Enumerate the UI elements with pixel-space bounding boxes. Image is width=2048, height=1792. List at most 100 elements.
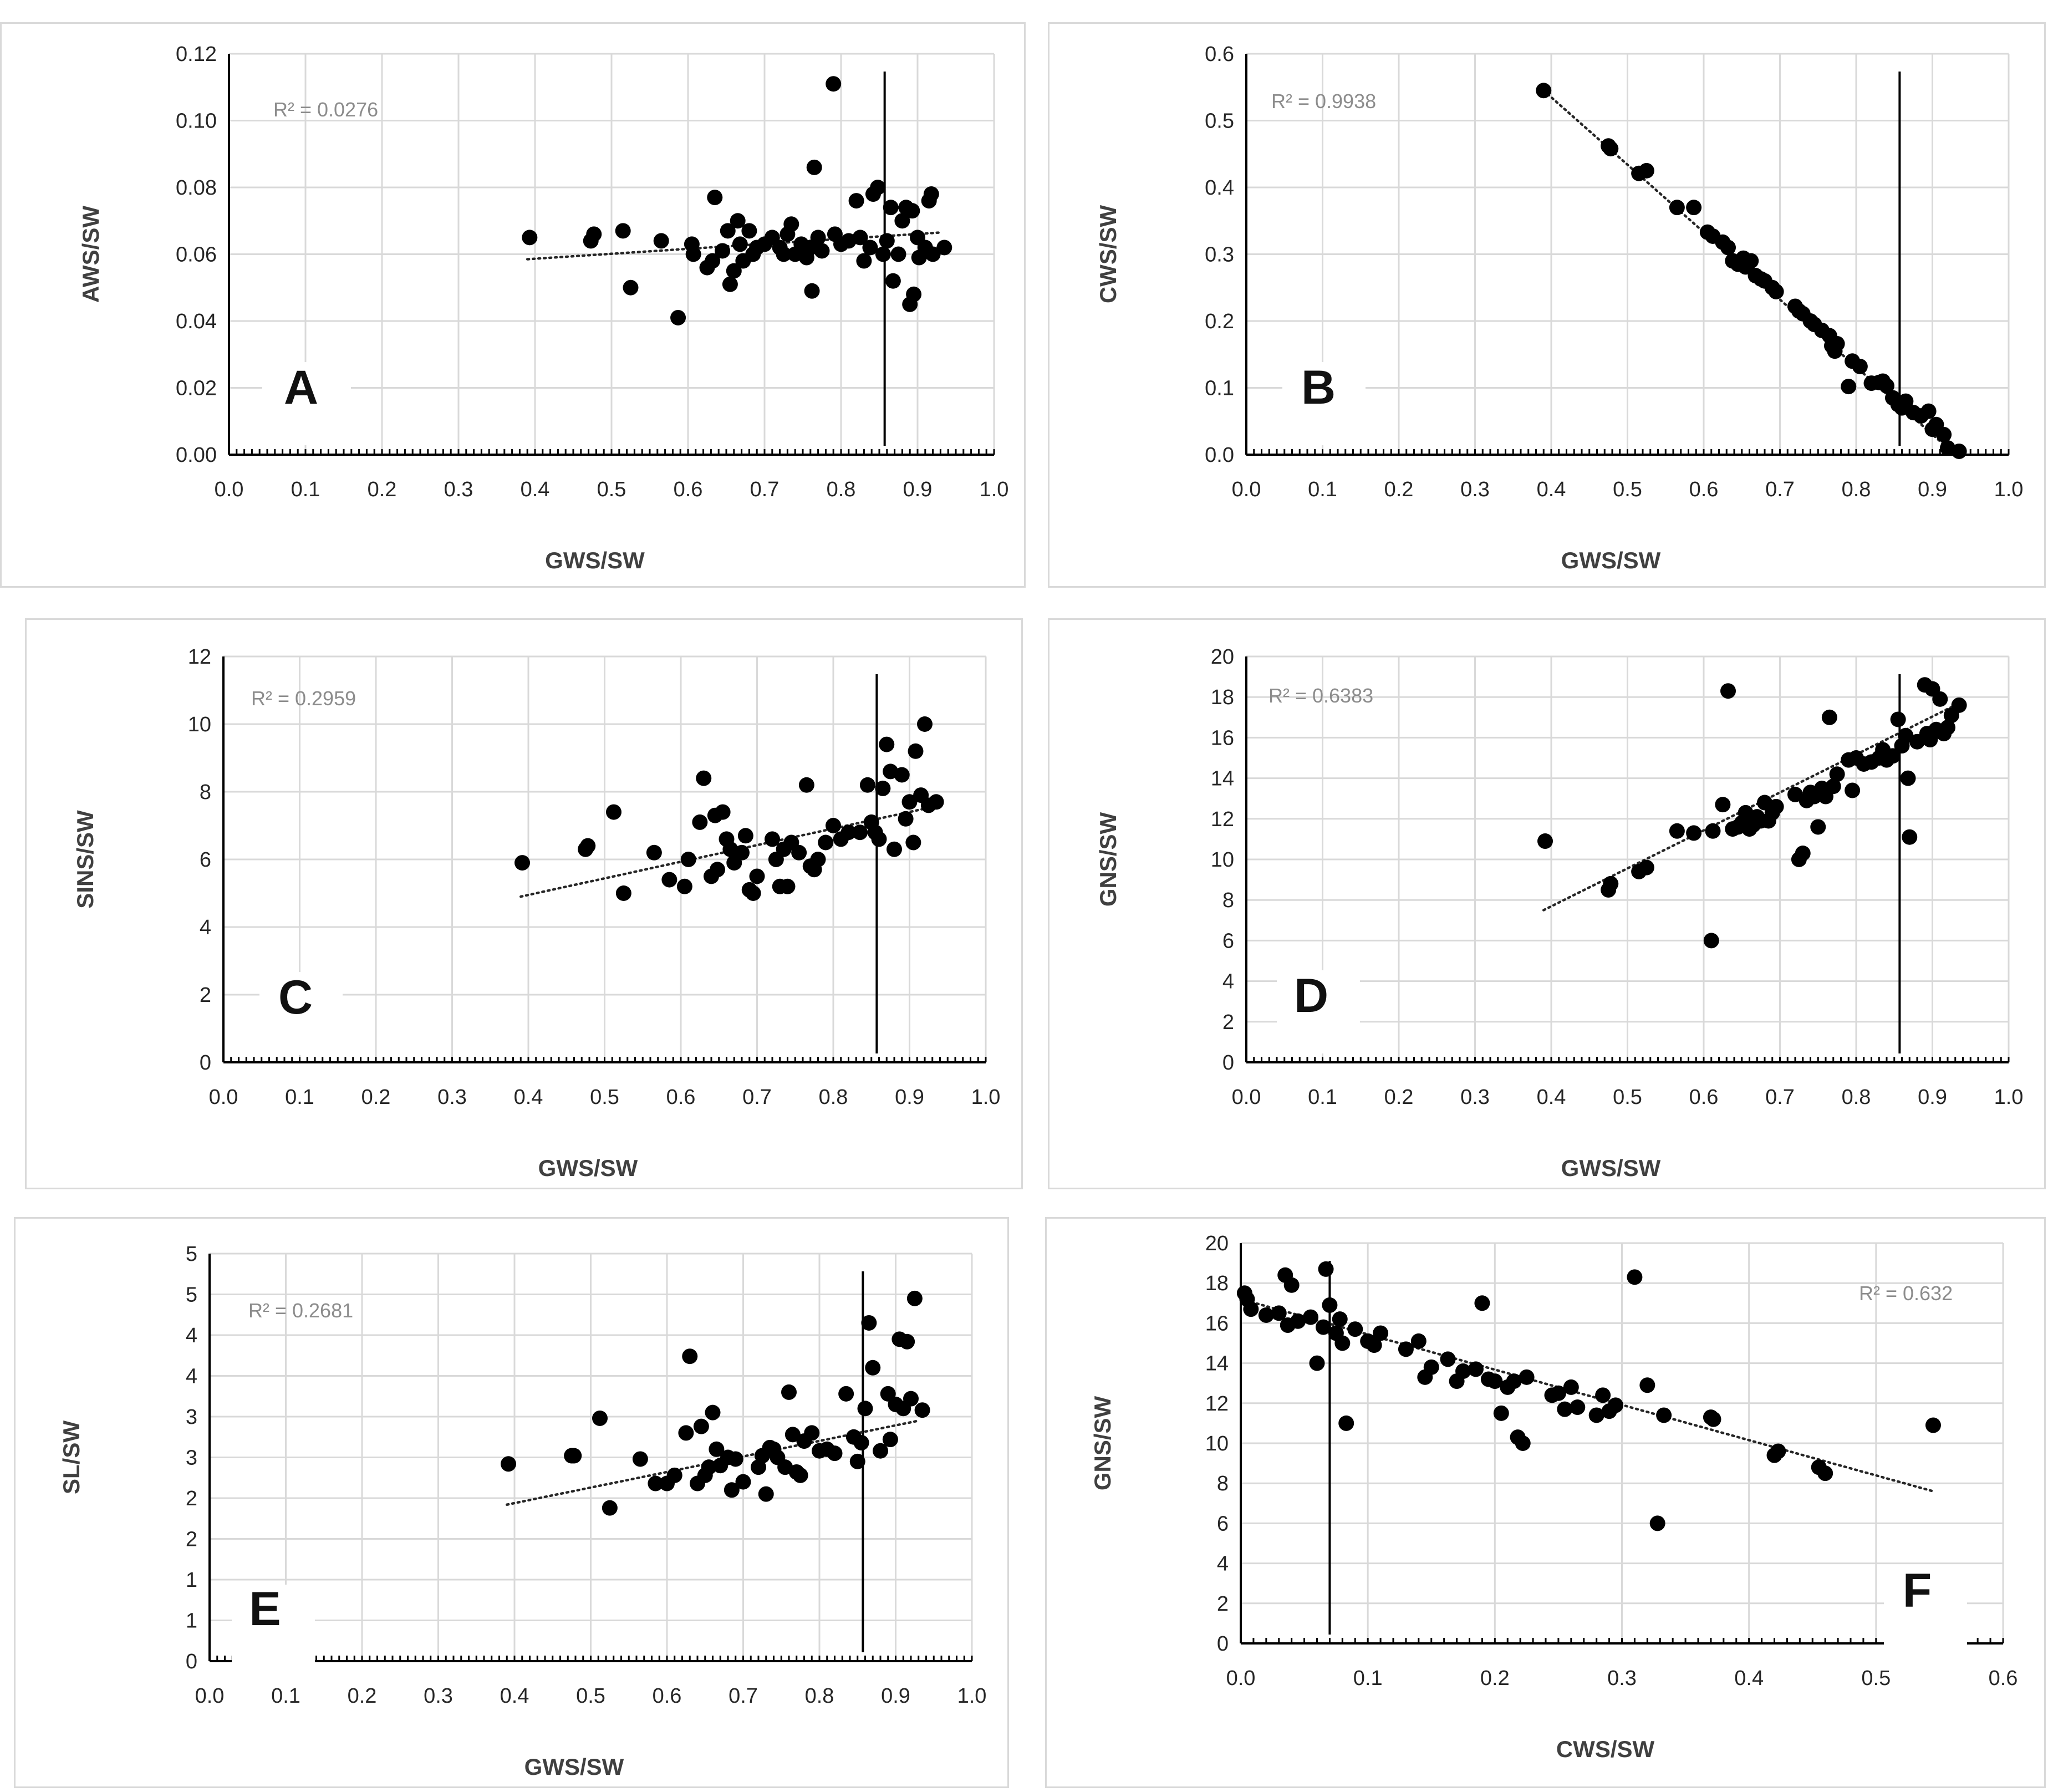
scatter-chart-c: 0.0 0.1 0.2 0.3 0.4 0.5 0.6 0.7 0.8 0.9 1.0 0 2 4 6 8 10… [72, 645, 1000, 1181]
chart-e-data-point [648, 1475, 664, 1491]
chart-e-y-tick-label: 3 [186, 1406, 197, 1429]
chart-a-data-point [936, 240, 952, 256]
chart-d-data-point [1720, 683, 1736, 699]
chart-f-y-tick-label: 0 [1217, 1632, 1229, 1656]
chart-e-data-point [758, 1486, 774, 1502]
chart-a-data-point [862, 240, 878, 256]
chart-b-data-point [1743, 253, 1759, 269]
chart-c-data-point [710, 862, 725, 878]
chart-e-data-point [566, 1448, 582, 1464]
chart-e-y-tick-label: 2 [186, 1528, 197, 1551]
chart-f-data-point [1315, 1319, 1331, 1335]
chart-f-data-point [1608, 1397, 1624, 1413]
chart-d-data-point [1537, 833, 1553, 849]
chart-f-data-point [1705, 1411, 1721, 1427]
chart-b-panel-label-bg [1282, 362, 1366, 445]
chart-c-panel-label-bg [259, 972, 343, 1055]
chart-c-r-squared: R² = 0.2959 [251, 687, 356, 710]
chart-e-y-axis-title: SL/SW [58, 1421, 84, 1494]
chart-f-data-point [1474, 1295, 1490, 1311]
chart-a-data-point [685, 246, 701, 262]
chart-f-data-point [1338, 1415, 1354, 1431]
chart-e-x-tick-label: 0.4 [500, 1684, 529, 1708]
chart-f-data-point [1493, 1405, 1509, 1421]
chart-c-x-tick-label: 0.2 [361, 1086, 391, 1109]
chart-f-data-point [1290, 1313, 1306, 1329]
chart-f-data-point [1595, 1387, 1611, 1403]
chart-f-data-point [1770, 1443, 1786, 1459]
chart-e-y-tick-label: 1 [186, 1569, 197, 1592]
chart-a-data-point [522, 230, 538, 246]
chart-b-y-tick-label: 0.3 [1205, 243, 1234, 267]
chart-f-data-point [1271, 1305, 1287, 1321]
chart-e-data-point [792, 1467, 808, 1483]
chart-e-data-point [861, 1315, 877, 1331]
chart-d-x-tick-label: 0.5 [1613, 1086, 1642, 1109]
chart-c-data-point [692, 814, 708, 830]
chart-f-x-tick-label: 0.4 [1734, 1667, 1764, 1690]
chart-b-r-squared: R² = 0.9938 [1271, 90, 1376, 113]
chart-c-data-point [879, 736, 895, 752]
chart-a-x-tick-label: 0.9 [903, 478, 933, 501]
chart-c-data-point [606, 804, 621, 820]
chart-c-x-tick-label: 0.5 [590, 1086, 619, 1109]
chart-d-y-tick-label: 0 [1222, 1051, 1234, 1075]
chart-f-data-point [1373, 1325, 1389, 1341]
chart-c-y-tick-label: 6 [200, 848, 211, 872]
chart-e-x-tick-label: 0.6 [653, 1684, 682, 1708]
chart-c-data-point [871, 831, 887, 847]
chart-e-panel-label-bg [232, 1585, 315, 1668]
chart-c-x-axis-title: GWS/SW [538, 1155, 638, 1181]
scatter-chart-f: 0.0 0.1 0.2 0.3 0.4 0.5 0.6 0 2 4 6 8 10 12 14 16 18 20 CW… [1089, 1232, 2018, 1762]
chart-d-data-point [1703, 933, 1719, 949]
chart-a-data-point [875, 246, 891, 262]
chart-f-y-tick-label: 16 [1205, 1312, 1229, 1335]
chart-d-data-point [1603, 875, 1619, 892]
chart-d-panel-label: D [1294, 969, 1328, 1022]
chart-d-y-axis-title: GNS/SW [1095, 812, 1121, 907]
chart-a-panel-label: A [284, 361, 318, 414]
chart-c-data-point [765, 831, 780, 847]
chart-a-data-point [904, 203, 920, 219]
chart-b-x-tick-label: 0.5 [1613, 478, 1642, 501]
chart-f-data-point [1570, 1399, 1586, 1416]
chart-e-data-point [724, 1482, 740, 1498]
chart-c-data-point [514, 855, 530, 871]
scatter-chart-b: 0.0 0.1 0.2 0.3 0.4 0.5 0.6 0.7 0.8 0.9 1.0 0.0 0.1 0… [1095, 43, 2023, 573]
chart-panel-e: 0.0 0.1 0.2 0.3 0.4 0.5 0.6 0.7 0.8 0.9 1.0 0 1 1 2 2 3 3… [14, 1217, 1009, 1788]
chart-d-data-point [1940, 720, 1955, 736]
chart-f-data-point [1649, 1515, 1665, 1531]
chart-f-data-point [1332, 1311, 1348, 1327]
chart-d-data-point [1821, 709, 1837, 725]
chart-panel-b: 0.0 0.1 0.2 0.3 0.4 0.5 0.6 0.7 0.8 0.9 1.0 0.0 0.1 0… [1048, 22, 2046, 588]
chart-f-data-point [1423, 1359, 1439, 1375]
chart-e-data-point [849, 1453, 865, 1469]
chart-c-data-point [887, 841, 902, 857]
chart-f-data-point [1627, 1269, 1643, 1285]
chart-e-data-point [906, 1290, 923, 1306]
chart-f-data-point [1243, 1301, 1259, 1317]
chart-b-data-point [1920, 403, 1937, 419]
chart-b-data-point [1638, 162, 1654, 179]
chart-f-data-point [1506, 1373, 1522, 1389]
chart-d-x-tick-label: 0.9 [1918, 1086, 1947, 1109]
chart-d-data-point [1829, 766, 1845, 782]
chart-a-data-point [732, 236, 748, 252]
chart-e-y-tick-label: 5 [186, 1284, 197, 1307]
chart-a-y-axis-title: AWS/SW [78, 206, 104, 303]
chart-f-data-point [1550, 1385, 1566, 1401]
chart-a-data-point [730, 213, 746, 229]
chart-c-x-tick-label: 0.3 [437, 1086, 467, 1109]
chart-b-data-point [1669, 200, 1685, 216]
chart-a-x-tick-label: 0.4 [521, 478, 550, 501]
chart-b-y-tick-label: 0.2 [1205, 310, 1234, 333]
chart-b-y-tick-label: 0.4 [1205, 176, 1234, 200]
chart-f-y-tick-label: 18 [1205, 1272, 1229, 1295]
chart-d-data-point [1638, 859, 1654, 875]
chart-d-x-tick-label: 0.4 [1537, 1086, 1566, 1109]
chart-a-x-tick-label: 1.0 [980, 478, 1009, 501]
chart-a-x-tick-label: 0.5 [597, 478, 626, 501]
chart-panel-f: 0.0 0.1 0.2 0.3 0.4 0.5 0.6 0 2 4 6 8 10 12 14 16 18 20 CW… [1045, 1217, 2046, 1788]
chart-c-data-point [810, 852, 826, 867]
chart-f-data-point [1366, 1337, 1382, 1353]
